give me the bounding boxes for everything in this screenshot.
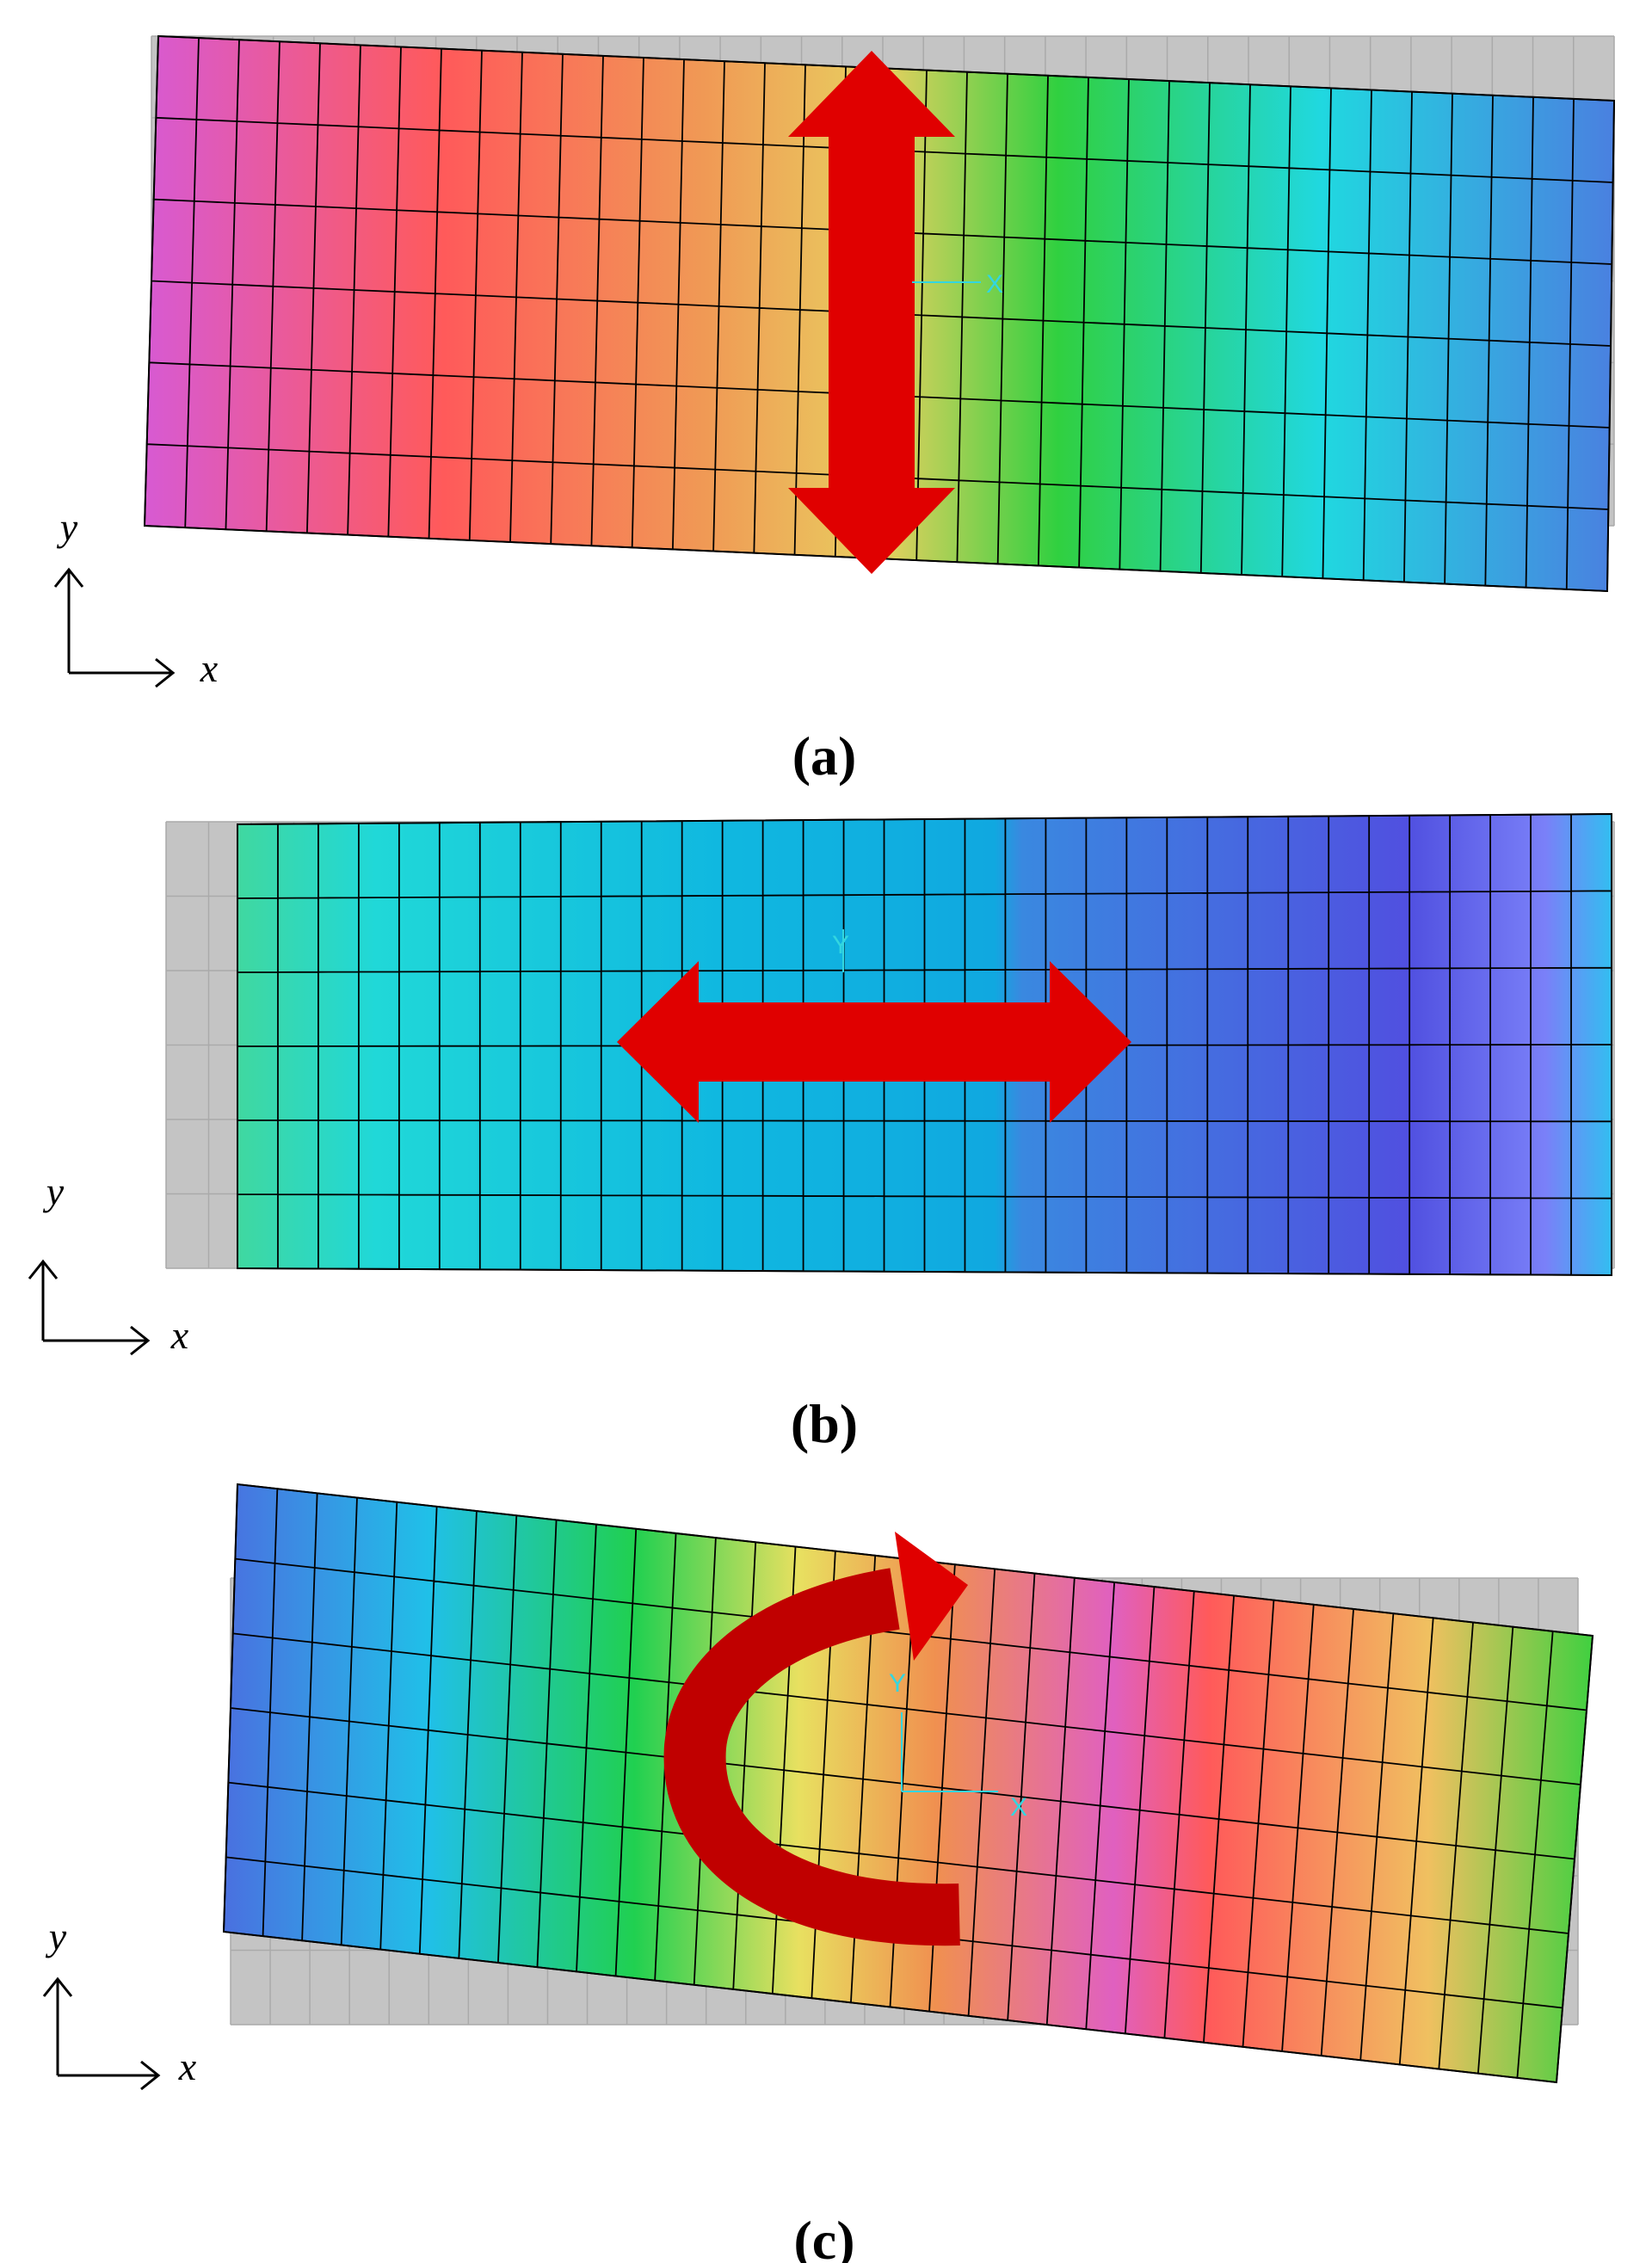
- local-marker: Y: [889, 1669, 906, 1698]
- caption: (c): [793, 2210, 854, 2263]
- meshes: [143, 34, 1616, 2084]
- moment-arrow: [663, 1568, 960, 1946]
- axis-label-y: y: [57, 505, 78, 549]
- caption: (a): [792, 725, 857, 786]
- local-marker: X: [1010, 1793, 1027, 1822]
- local-marker: X: [986, 270, 1003, 299]
- caption: (b): [791, 1393, 858, 1454]
- axis-label-y: y: [43, 1169, 65, 1213]
- axis-symbols: [28, 567, 176, 2091]
- mesh-grid: [223, 1483, 1593, 2083]
- load-arrow: [617, 961, 1131, 1123]
- axis-label-x: x: [200, 646, 219, 690]
- axis-label-y: y: [46, 1915, 67, 1958]
- axis-label-x: x: [178, 2044, 197, 2088]
- axis-label-x: x: [170, 1313, 189, 1357]
- local-axis: [842, 281, 998, 1792]
- moment-arrow-head: [895, 1532, 968, 1661]
- local-marker: Y: [832, 931, 849, 959]
- load-arrow: [788, 51, 955, 574]
